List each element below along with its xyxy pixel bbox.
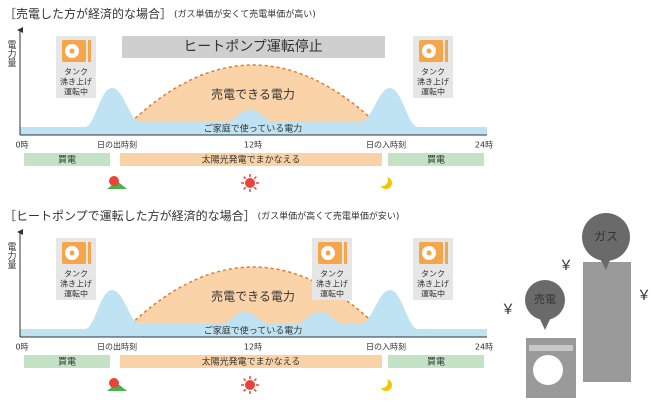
sell-label: 売電できる電力 (211, 289, 295, 304)
sunrise-sun (109, 378, 119, 388)
usage-area (20, 88, 487, 135)
yen: ￥ (637, 288, 651, 304)
x-label: 12時 (244, 141, 262, 150)
tank-icon-hub (325, 250, 331, 256)
sun-ray (243, 388, 247, 392)
tank-label: 運転中 (320, 289, 344, 299)
yen: ￥ (559, 258, 573, 274)
tank-label: 沸き上げ (316, 279, 348, 289)
sell-label: 売電できる電力 (211, 87, 295, 102)
tank-icon-side (445, 242, 448, 264)
x-label: 24時 (475, 343, 493, 352)
tank-icon-side (445, 40, 448, 62)
sun-ray (253, 186, 257, 190)
y-axis-label: 電力量 (6, 242, 17, 269)
sun-ray (243, 186, 247, 190)
period-bar (120, 153, 382, 166)
section-heading: ［売電した方が経済的な場合］ (ガス単価が安くて売電単価が高い) (4, 6, 316, 21)
period-label: 買電 (427, 357, 445, 368)
x-label: 12時 (244, 343, 262, 352)
yen: ￥ (501, 302, 515, 318)
sun-ray (253, 176, 257, 180)
x-label: 0時 (15, 343, 28, 352)
x-label: 0時 (15, 141, 28, 150)
sunrise-sun (109, 176, 119, 186)
tank-label: 運転中 (64, 87, 88, 97)
x-label: 日の入時刻 (366, 140, 406, 150)
sun-ray (243, 378, 247, 382)
sell-curve (117, 266, 389, 338)
sell-bubble-label: 売電 (534, 293, 556, 306)
period-bar (24, 355, 110, 368)
tank-label: タンク (320, 270, 344, 279)
tank-icon-hub (426, 48, 432, 54)
tank-label: 沸き上げ (417, 279, 449, 289)
gas-unit (583, 262, 631, 382)
tank-label: 運転中 (421, 289, 445, 299)
tank-label: 沸き上げ (60, 279, 92, 289)
x-label: 24時 (475, 141, 493, 150)
sun (245, 178, 255, 188)
tank-label: タンク (64, 68, 88, 77)
heatpump-fan (533, 355, 563, 385)
sun-ray (253, 378, 257, 382)
sun (245, 380, 255, 390)
tank-icon-hub (426, 250, 432, 256)
moon-shade (376, 174, 388, 186)
period-label: 買電 (58, 155, 76, 166)
banner-text: ヒートポンプ運転停止 (183, 38, 323, 55)
period-bar (24, 153, 110, 166)
period-label: 太陽光発電でまかなえる (202, 356, 301, 368)
section-subtitle: (ガス単価が安くて売電単価が高い) (174, 8, 316, 20)
period-bar (388, 153, 484, 166)
period-bar (388, 355, 484, 368)
tank-icon-side (344, 242, 347, 264)
section-title: ［ヒートポンプで運転した方が経済的な場合］ (4, 208, 256, 223)
sun-ray (243, 176, 247, 180)
x-label: 日の入時刻 (366, 342, 406, 352)
gas-bubble (582, 213, 630, 261)
gas-label: ガス (594, 230, 618, 244)
sell-curve (117, 64, 389, 136)
usage-area (20, 290, 487, 337)
home-label: ご家庭で使っている電力 (204, 325, 303, 337)
x-label: 日の出時刻 (97, 140, 137, 150)
home-label: ご家庭で使っている電力 (204, 123, 303, 135)
tank-label: タンク (421, 270, 445, 279)
tank-icon-hub (69, 48, 75, 54)
heatpump-top (529, 345, 573, 351)
period-label: 太陽光発電でまかなえる (202, 154, 301, 166)
moon-shade (376, 376, 388, 388)
tank-label: 沸き上げ (60, 77, 92, 87)
banner (122, 36, 385, 58)
tank-icon-hub (69, 250, 75, 256)
tank-label: 沸き上げ (417, 77, 449, 87)
section-title: ［売電した方が経済的な場合］ (4, 6, 172, 21)
period-label: 買電 (427, 155, 445, 166)
tank-label: タンク (421, 68, 445, 77)
period-label: 買電 (58, 357, 76, 368)
tank-label: 運転中 (421, 87, 445, 97)
section-heading: ［ヒートポンプで運転した方が経済的な場合］ (ガス単価が高くて売電単価が安い) (4, 208, 399, 223)
tank-icon-side (88, 40, 91, 62)
sun-ray (253, 388, 257, 392)
y-axis-label: 電力量 (6, 40, 17, 67)
period-bar (120, 355, 382, 368)
tank-label: タンク (64, 270, 88, 279)
tank-icon-side (88, 242, 91, 264)
sell-bubble (525, 280, 565, 320)
section-subtitle: (ガス単価が高くて売電単価が安い) (258, 210, 400, 222)
tank-label: 運転中 (64, 289, 88, 299)
x-label: 日の出時刻 (97, 342, 137, 352)
